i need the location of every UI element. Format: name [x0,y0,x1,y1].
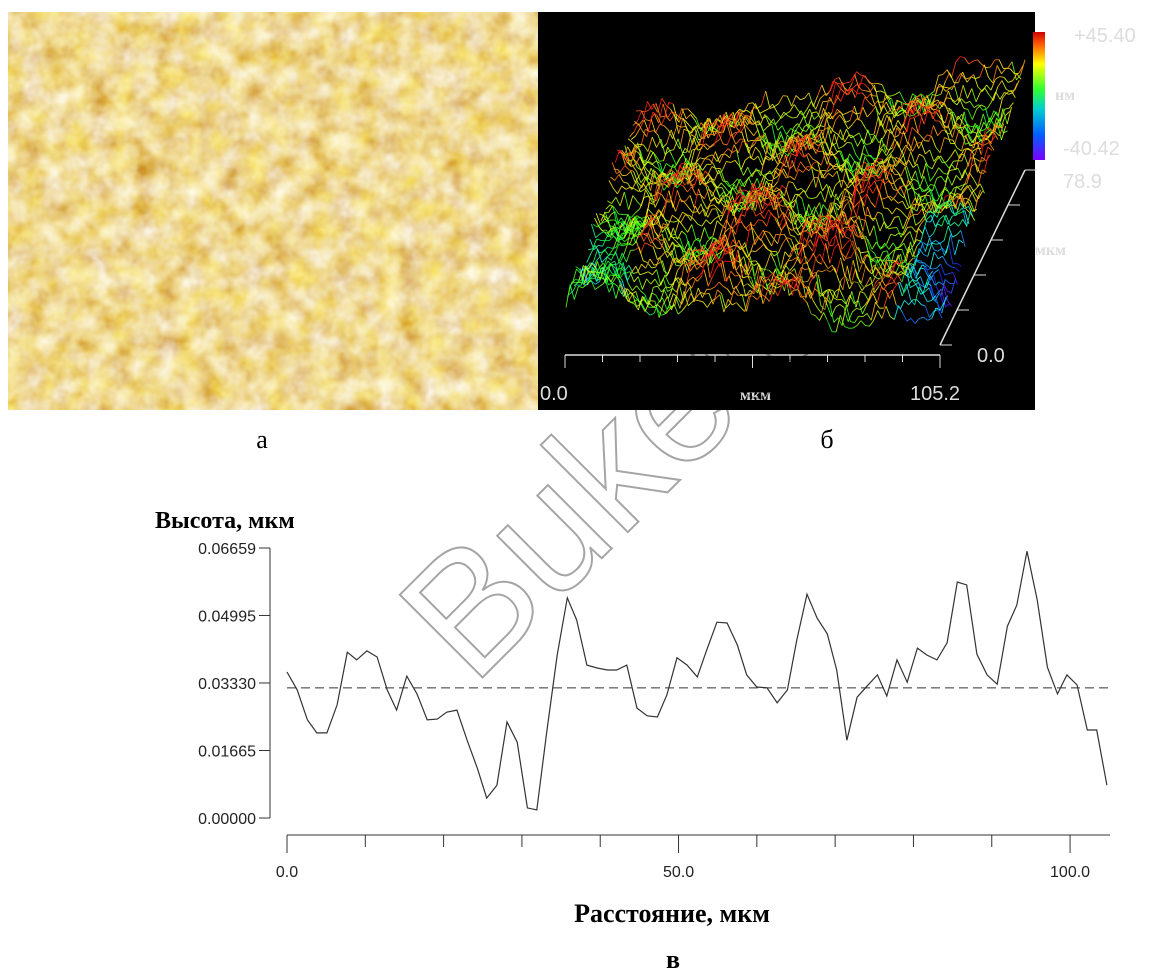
y-unit: мкм [1035,242,1066,259]
panel-label: в [666,945,680,974]
y-axis-title: Высота, мкм [155,508,295,534]
y-tick-label: 0.01665 [198,743,256,760]
colorbar-unit: нм [1055,87,1075,104]
surface-line [860,83,864,84]
surface-line [696,194,700,195]
surface-line [949,283,953,284]
surface-line [821,142,825,143]
surface-line [622,233,626,234]
panel-label: а [256,425,268,454]
surface-line [670,222,674,223]
surface-line [699,144,703,145]
colorbar-max: +45.40 [1074,25,1136,47]
x-max: 105.2 [910,383,960,405]
colorbar [1033,32,1045,160]
colorbar-min: -40.42 [1063,138,1120,160]
y-tick-label: 0.00000 [198,811,256,828]
x-tick-label: 0.0 [276,864,298,881]
y-min: 0.0 [977,345,1005,367]
x-tick-label: 50.0 [663,864,694,881]
surface-line [840,180,844,181]
y-tick-label: 0.03330 [198,676,256,693]
surface-line [597,277,601,278]
y-max: 78.9 [1063,171,1102,193]
surface-line [895,109,899,110]
surface-line [849,89,853,90]
x-axis-title: Расстояние, мкм [574,899,770,928]
afm-image [8,12,538,410]
surface-line [572,282,576,283]
surface-line [943,87,947,88]
panel-label: б [820,425,833,454]
surface-line [611,230,615,231]
y-tick-label: 0.06659 [198,541,256,558]
surface-line [621,244,625,245]
surface-line [791,137,795,138]
surface-line [619,214,623,215]
surface-line [660,116,664,117]
y-tick-label: 0.04995 [198,608,256,625]
x-tick-label: 100.0 [1050,864,1090,881]
profile-chart: 0.00000 0.01665 0.03330 0.04995 0.06659 0.0 50… [198,541,1110,881]
surface-line [884,208,888,209]
surface-line [759,136,763,137]
